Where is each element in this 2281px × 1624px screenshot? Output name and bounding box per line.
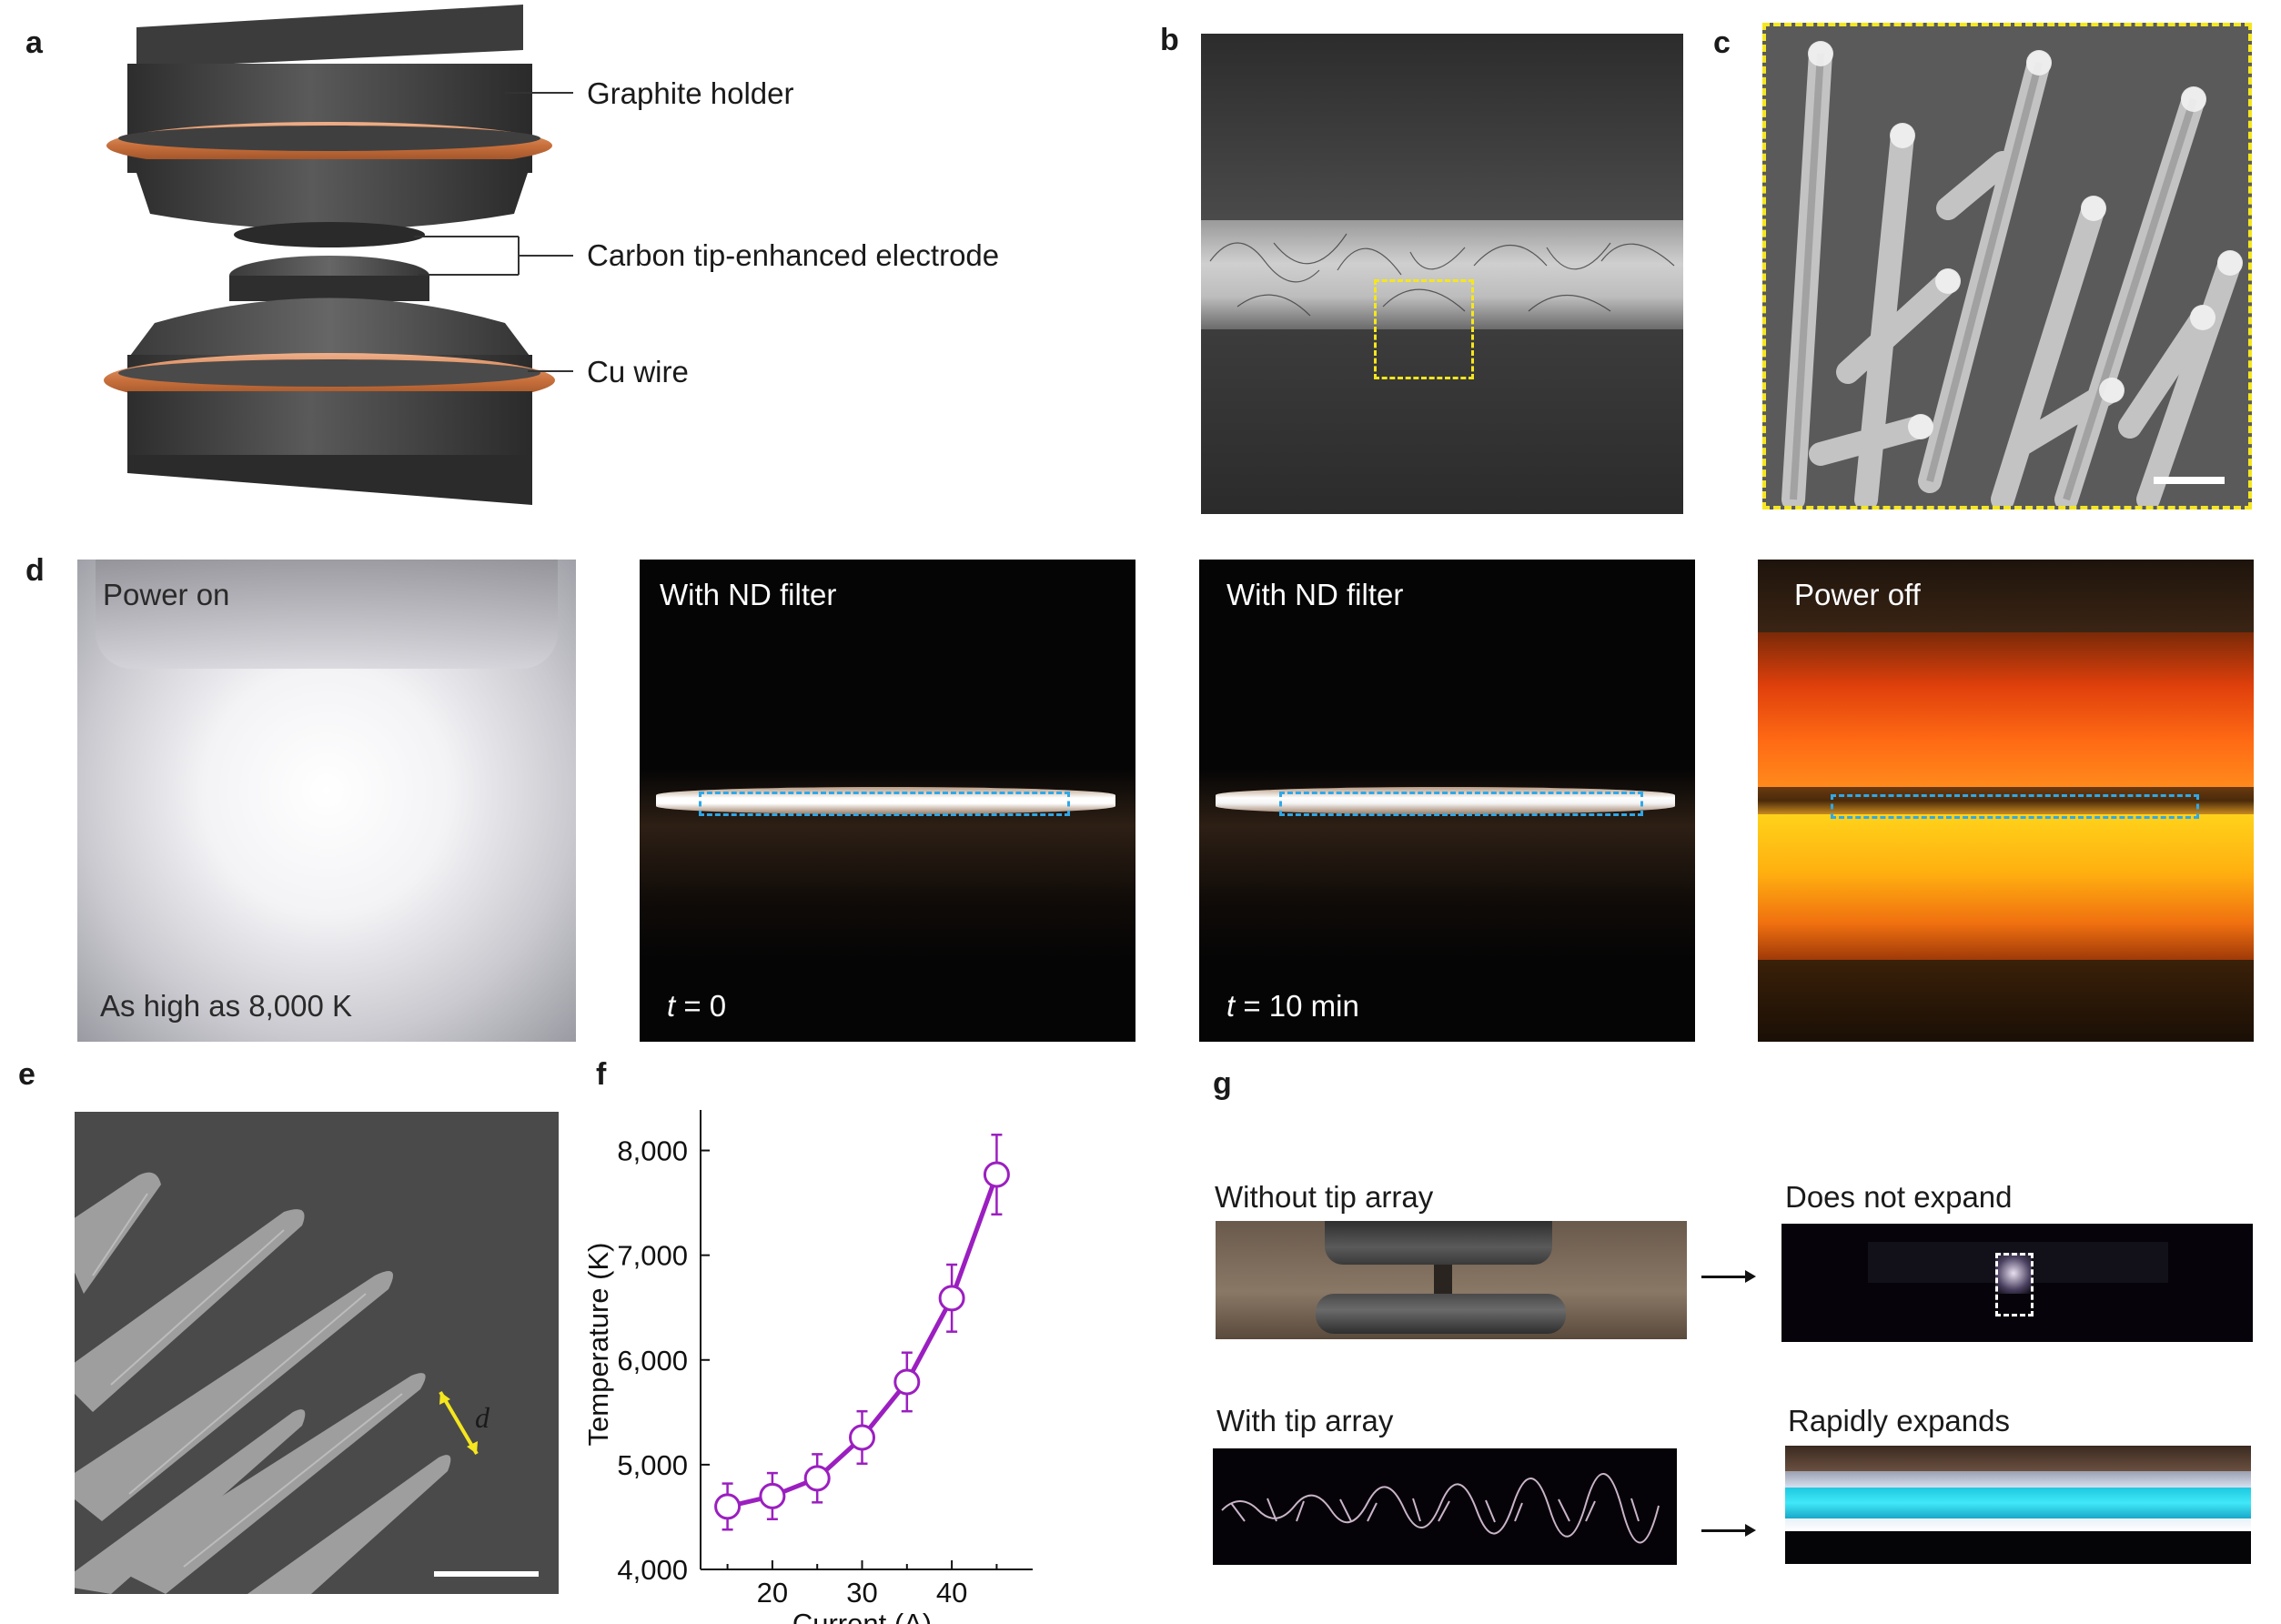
y-axis-label: Temperature (K): [582, 1243, 614, 1447]
graphite-electrode-schematic: [104, 5, 573, 505]
time-label: t = 10 min: [1226, 989, 1359, 1023]
arrow-head: [1745, 1270, 1756, 1283]
spark-region-box: [1995, 1253, 2034, 1316]
frame-title: Power on: [103, 578, 230, 611]
frame-nd-filter-t0: With ND filter t = 0: [640, 560, 1135, 1042]
glowing-fibers: [1221, 1473, 1660, 1544]
frame-power-on: Power on As high as 8,000 K: [77, 560, 576, 1042]
panel-label-a: a: [25, 25, 43, 60]
data-point: [759, 1482, 786, 1509]
x-tick-label: 40: [936, 1577, 967, 1609]
callout-graphite-holder: Graphite holder: [587, 76, 794, 110]
frame-power-off: Power off: [1758, 560, 2254, 1042]
frame-title: With ND filter: [660, 578, 837, 611]
pointed-tips-sem: [75, 1172, 479, 1594]
scale-bar: [434, 1571, 539, 1577]
photo-does-not-expand: [1781, 1224, 2253, 1342]
photo-rapidly-expands: [1785, 1446, 2251, 1564]
callout-carbon-tip-electrode: Carbon tip-enhanced electrode: [587, 238, 1000, 272]
caption-without-tip-array: Without tip array: [1215, 1180, 1434, 1214]
sem-panel-e: d: [75, 1112, 559, 1594]
panel-label-d: d: [25, 553, 45, 588]
data-point: [714, 1493, 742, 1520]
panel-label-e: e: [18, 1057, 35, 1092]
data-point: [803, 1465, 831, 1492]
panel-label-c: c: [1713, 25, 1731, 60]
photo-with-tip-array: [1213, 1448, 1677, 1565]
fiber-tips-sem: [1781, 41, 2243, 506]
panel-label-g: g: [1213, 1066, 1232, 1101]
frame-nd-filter-t10: With ND filter t = 10 min: [1199, 560, 1695, 1042]
y-tick-label: 5,000: [617, 1449, 688, 1481]
data-point: [849, 1424, 875, 1451]
y-tick-label: 8,000: [617, 1135, 688, 1167]
diameter-arrow: [439, 1390, 479, 1456]
sem-panel-c: [1762, 23, 2252, 509]
data-point: [938, 1285, 965, 1312]
photo-panel-b: [1201, 34, 1683, 514]
x-tick-label: 20: [757, 1577, 788, 1609]
fiber-texture: [1209, 233, 1675, 317]
y-tick-label: 7,000: [617, 1240, 688, 1272]
measurement-region-box: [1279, 792, 1643, 816]
zoom-region-box: [1374, 279, 1474, 379]
arrow-head: [1745, 1524, 1756, 1537]
caption-rapidly-expands: Rapidly expands: [1788, 1404, 2010, 1437]
arrow-right: [1701, 1276, 1752, 1278]
x-axis-label: Current (A): [792, 1608, 932, 1624]
data-point: [983, 1161, 1010, 1188]
time-label: t = 0: [667, 989, 727, 1023]
caption-with-tip-array: With tip array: [1216, 1404, 1394, 1437]
data-point: [893, 1368, 921, 1396]
photo-without-tip-array: [1216, 1221, 1687, 1339]
frame-title: Power off: [1794, 578, 1921, 611]
y-tick-label: 6,000: [617, 1345, 688, 1377]
measurement-region-box: [699, 792, 1070, 816]
panel-label-b: b: [1160, 23, 1179, 57]
temperature-note: As high as 8,000 K: [100, 989, 353, 1023]
y-tick-label: 4,000: [617, 1554, 688, 1586]
callout-cu-wire: Cu wire: [587, 355, 689, 388]
frame-title: With ND filter: [1226, 578, 1404, 611]
scale-bar: [2154, 477, 2225, 484]
x-tick-label: 30: [846, 1577, 877, 1609]
caption-does-not-expand: Does not expand: [1785, 1180, 2013, 1214]
panel-label-f: f: [596, 1057, 607, 1092]
arrow-right: [1701, 1529, 1752, 1532]
measurement-region-box: [1831, 794, 2199, 819]
diameter-label: d: [475, 1401, 490, 1434]
